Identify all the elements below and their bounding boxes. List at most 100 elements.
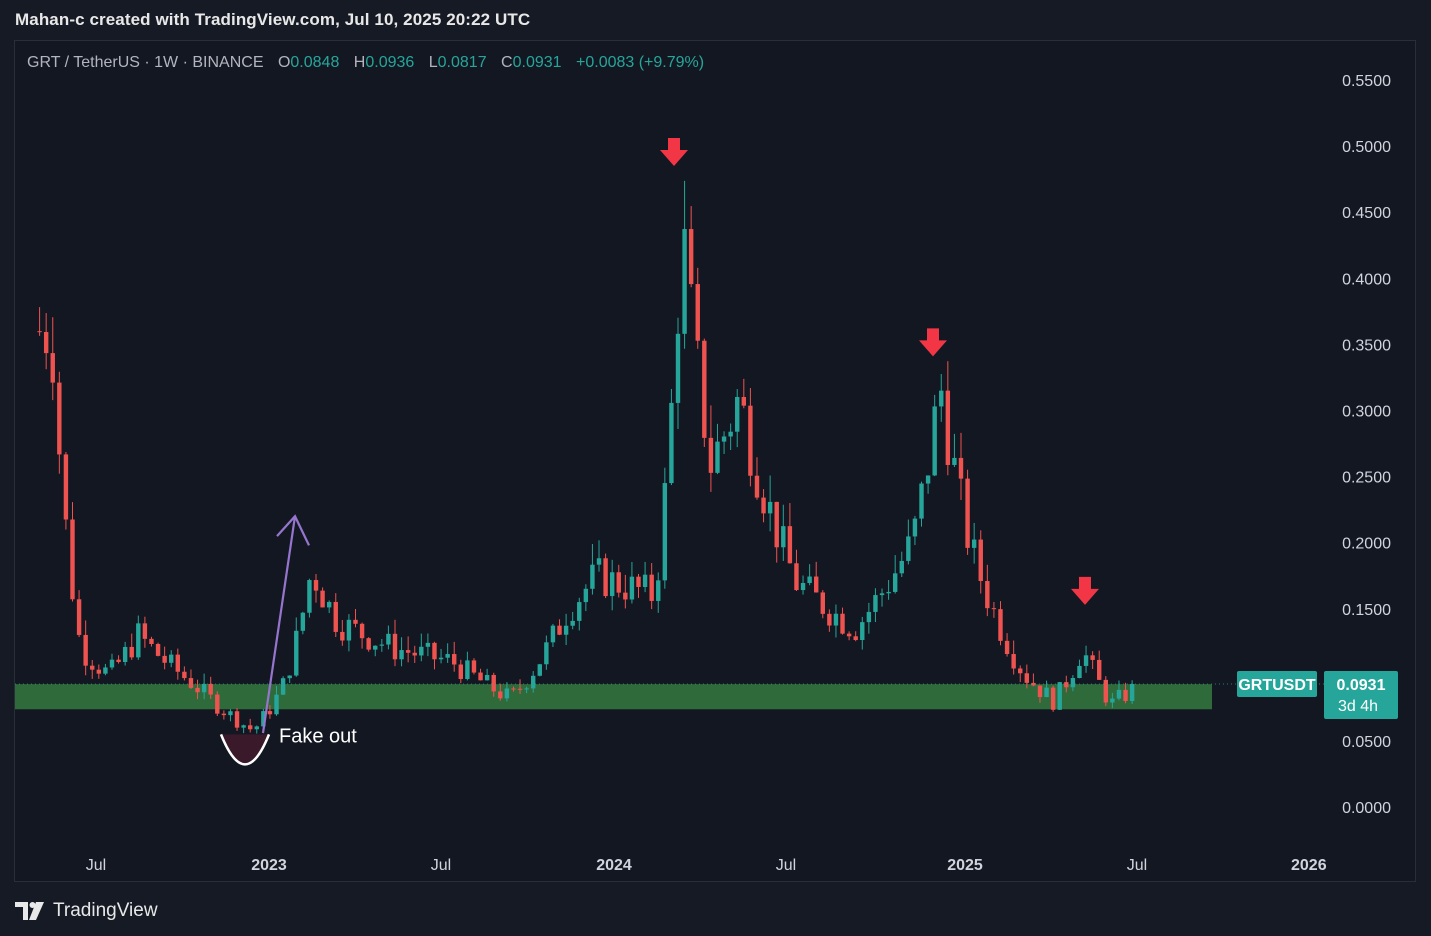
candle-down xyxy=(688,206,694,288)
fake-out-label: Fake out xyxy=(279,725,357,747)
candle-body xyxy=(333,601,338,632)
candle-body xyxy=(162,655,167,663)
candle-body xyxy=(971,539,977,548)
high-value: 0.0936 xyxy=(365,54,415,71)
candle-down xyxy=(998,601,1003,646)
candle-body xyxy=(662,483,668,581)
candle-down xyxy=(1011,640,1016,675)
y-tick-label: 0.0000 xyxy=(1342,800,1391,817)
candle-up xyxy=(879,588,885,607)
candle-body xyxy=(182,671,187,679)
sell-signal-arrow-icon xyxy=(660,137,688,166)
candle-up xyxy=(531,671,536,693)
candle-body xyxy=(405,650,411,653)
candle-body xyxy=(1090,655,1095,660)
candle-up xyxy=(629,561,635,604)
candle-up xyxy=(583,584,589,612)
candle-body xyxy=(794,563,799,591)
y-tick-label: 0.4000 xyxy=(1342,271,1391,288)
y-tick-label: 0.5500 xyxy=(1342,73,1391,90)
candle-up xyxy=(860,616,865,650)
candle-up xyxy=(971,522,977,564)
candle-down xyxy=(162,646,167,670)
candle-body xyxy=(445,654,450,658)
candle-down xyxy=(471,658,477,675)
candle-up xyxy=(577,597,582,631)
candle-up xyxy=(1129,680,1135,704)
candle-up xyxy=(504,682,510,702)
candle-down xyxy=(90,660,95,679)
candle-body xyxy=(1123,689,1128,702)
candle-up xyxy=(866,602,872,634)
symbol-label[interactable]: GRT / TetherUS · 1W · BINANCE xyxy=(27,54,264,71)
candle-up xyxy=(109,653,115,670)
candle-body xyxy=(754,475,760,498)
price-axis: 0.5500 0.5000 0.4500 0.4000 0.3500 0.3000 0.25… xyxy=(1342,73,1391,817)
candle-body xyxy=(669,402,674,484)
candle-down xyxy=(452,641,457,672)
candle-body xyxy=(892,573,898,592)
candle-down xyxy=(359,622,365,649)
candle-up xyxy=(326,600,332,614)
candle-down xyxy=(96,664,102,679)
candle-body xyxy=(1129,684,1135,702)
candle-body xyxy=(379,644,385,646)
candle-down xyxy=(1037,685,1043,703)
candle-body xyxy=(386,633,391,645)
chart-panel[interactable]: Fake out 0.5500 0.5000 0.4500 0.4000 0.3500 0.… xyxy=(14,40,1416,882)
candle-up xyxy=(241,724,246,734)
candle-down xyxy=(142,616,148,648)
candle-body xyxy=(1031,682,1036,686)
candle-body xyxy=(820,592,825,614)
candle-up xyxy=(952,433,957,467)
candle-down xyxy=(748,388,753,487)
candle-body xyxy=(346,619,352,641)
candle-body xyxy=(412,652,417,656)
candle-down xyxy=(208,676,213,699)
low-label: L xyxy=(428,54,438,71)
candle-down xyxy=(340,620,345,646)
candle-body xyxy=(63,454,69,520)
candle-body xyxy=(544,642,549,665)
price-tag-countdown: 3d 4h xyxy=(1338,698,1378,715)
candle-up xyxy=(735,389,740,448)
candle-body xyxy=(320,590,325,608)
price-tag-value: 0.0931 xyxy=(1337,677,1386,694)
candle-body xyxy=(563,625,569,635)
open-label: O xyxy=(277,54,291,71)
candle-up xyxy=(537,663,542,677)
breakout-arrow-line xyxy=(261,516,297,734)
candle-body xyxy=(452,654,457,665)
candle-body xyxy=(57,382,62,455)
candle-body xyxy=(471,660,477,673)
candle-body xyxy=(1037,685,1043,698)
candle-up xyxy=(399,637,404,667)
candle-body xyxy=(1116,689,1122,699)
candle-up xyxy=(873,588,878,623)
candle-body xyxy=(721,436,727,442)
candle-body xyxy=(287,675,292,679)
candle-body xyxy=(656,580,661,601)
candle-body xyxy=(682,229,687,334)
candle-down xyxy=(616,564,621,598)
close-value: 0.0931 xyxy=(512,54,562,71)
candle-body xyxy=(939,390,944,407)
candlestick-chart[interactable]: Fake out 0.55000.50000.45000.40000.35000.… xyxy=(15,41,1416,882)
candle-up xyxy=(656,572,661,613)
candle-body xyxy=(438,657,444,660)
fake-out-curve xyxy=(219,733,271,766)
symbol-tag-background xyxy=(1237,671,1317,698)
candle-down xyxy=(840,607,845,635)
support-zone-band xyxy=(15,684,1212,710)
candle-down xyxy=(958,432,964,501)
candle-down xyxy=(511,686,516,692)
candle-body xyxy=(169,654,174,663)
candle-up xyxy=(925,475,931,494)
candle-body xyxy=(1044,687,1049,698)
candle-body xyxy=(978,539,983,582)
candle-body xyxy=(425,642,431,647)
candle-up xyxy=(1116,680,1122,701)
candle-body xyxy=(537,664,542,676)
candle-body xyxy=(43,332,49,354)
candle-down xyxy=(57,371,62,474)
